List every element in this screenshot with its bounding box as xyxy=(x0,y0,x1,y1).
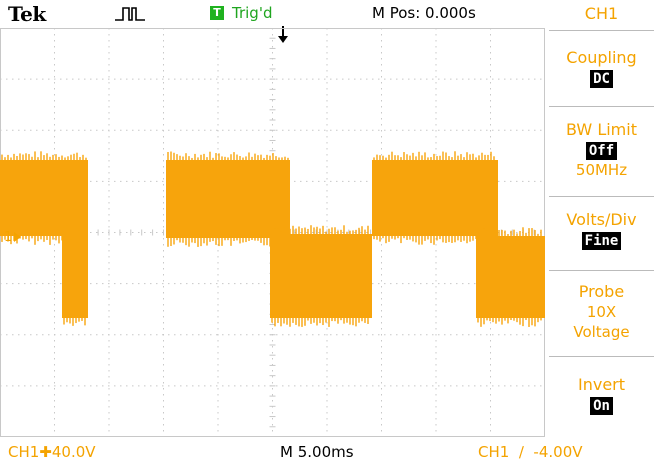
bw-limit-value: Off xyxy=(585,142,618,160)
invert-option[interactable]: Invert On xyxy=(547,375,656,415)
volts-div-value: Fine xyxy=(581,232,622,250)
probe-attenuation: 10X xyxy=(586,303,617,321)
probe-type: Voltage xyxy=(573,323,630,341)
trigger-level-readout: CH1 ∕ -4.00V xyxy=(478,443,583,461)
volts-div-label: Volts/Div xyxy=(566,210,637,229)
menu-divider xyxy=(549,106,654,107)
status-bar: Tek T Trig'd M Pos: 0.000s xyxy=(0,0,545,26)
brand-logo: Tek xyxy=(8,2,46,26)
bw-limit-label: BW Limit xyxy=(566,120,637,139)
probe-label: Probe xyxy=(578,282,625,301)
trigger-status: Trig'd xyxy=(232,4,273,22)
menu-divider xyxy=(549,30,654,31)
invert-label: Invert xyxy=(577,375,626,394)
horizontal-position-readout: M Pos: 0.000s xyxy=(372,4,476,22)
ch1-side-menu: CH1 Coupling DC BW Limit Off 50MHz Volts… xyxy=(547,0,656,440)
coupling-option[interactable]: Coupling DC xyxy=(547,48,656,88)
timebase-readout: M 5.00ms xyxy=(280,443,354,461)
menu-title: CH1 xyxy=(584,4,619,23)
ch1-ground-marker: 1 xyxy=(4,230,12,245)
ch1-vertical-scale: CH1✚40.0V xyxy=(8,443,96,461)
bw-limit-bandwidth: 50MHz xyxy=(575,161,628,179)
probe-option[interactable]: Probe 10X Voltage xyxy=(547,282,656,342)
ch1-ground-marker-arrow-icon xyxy=(14,232,21,242)
waveform-display: 1 xyxy=(0,28,545,437)
ch1-waveform xyxy=(0,151,545,327)
bw-limit-option[interactable]: BW Limit Off 50MHz xyxy=(547,120,656,180)
menu-divider xyxy=(549,356,654,357)
acquisition-pulse-icon xyxy=(115,7,145,21)
bottom-readout-bar: CH1✚40.0V M 5.00ms CH1 ∕ -4.00V xyxy=(0,440,656,465)
volts-div-option[interactable]: Volts/Div Fine xyxy=(547,210,656,250)
menu-divider xyxy=(549,270,654,271)
invert-value: On xyxy=(590,397,613,415)
coupling-label: Coupling xyxy=(566,48,637,67)
trigger-badge: T xyxy=(210,6,224,20)
coupling-value: DC xyxy=(590,70,613,88)
menu-divider xyxy=(549,196,654,197)
